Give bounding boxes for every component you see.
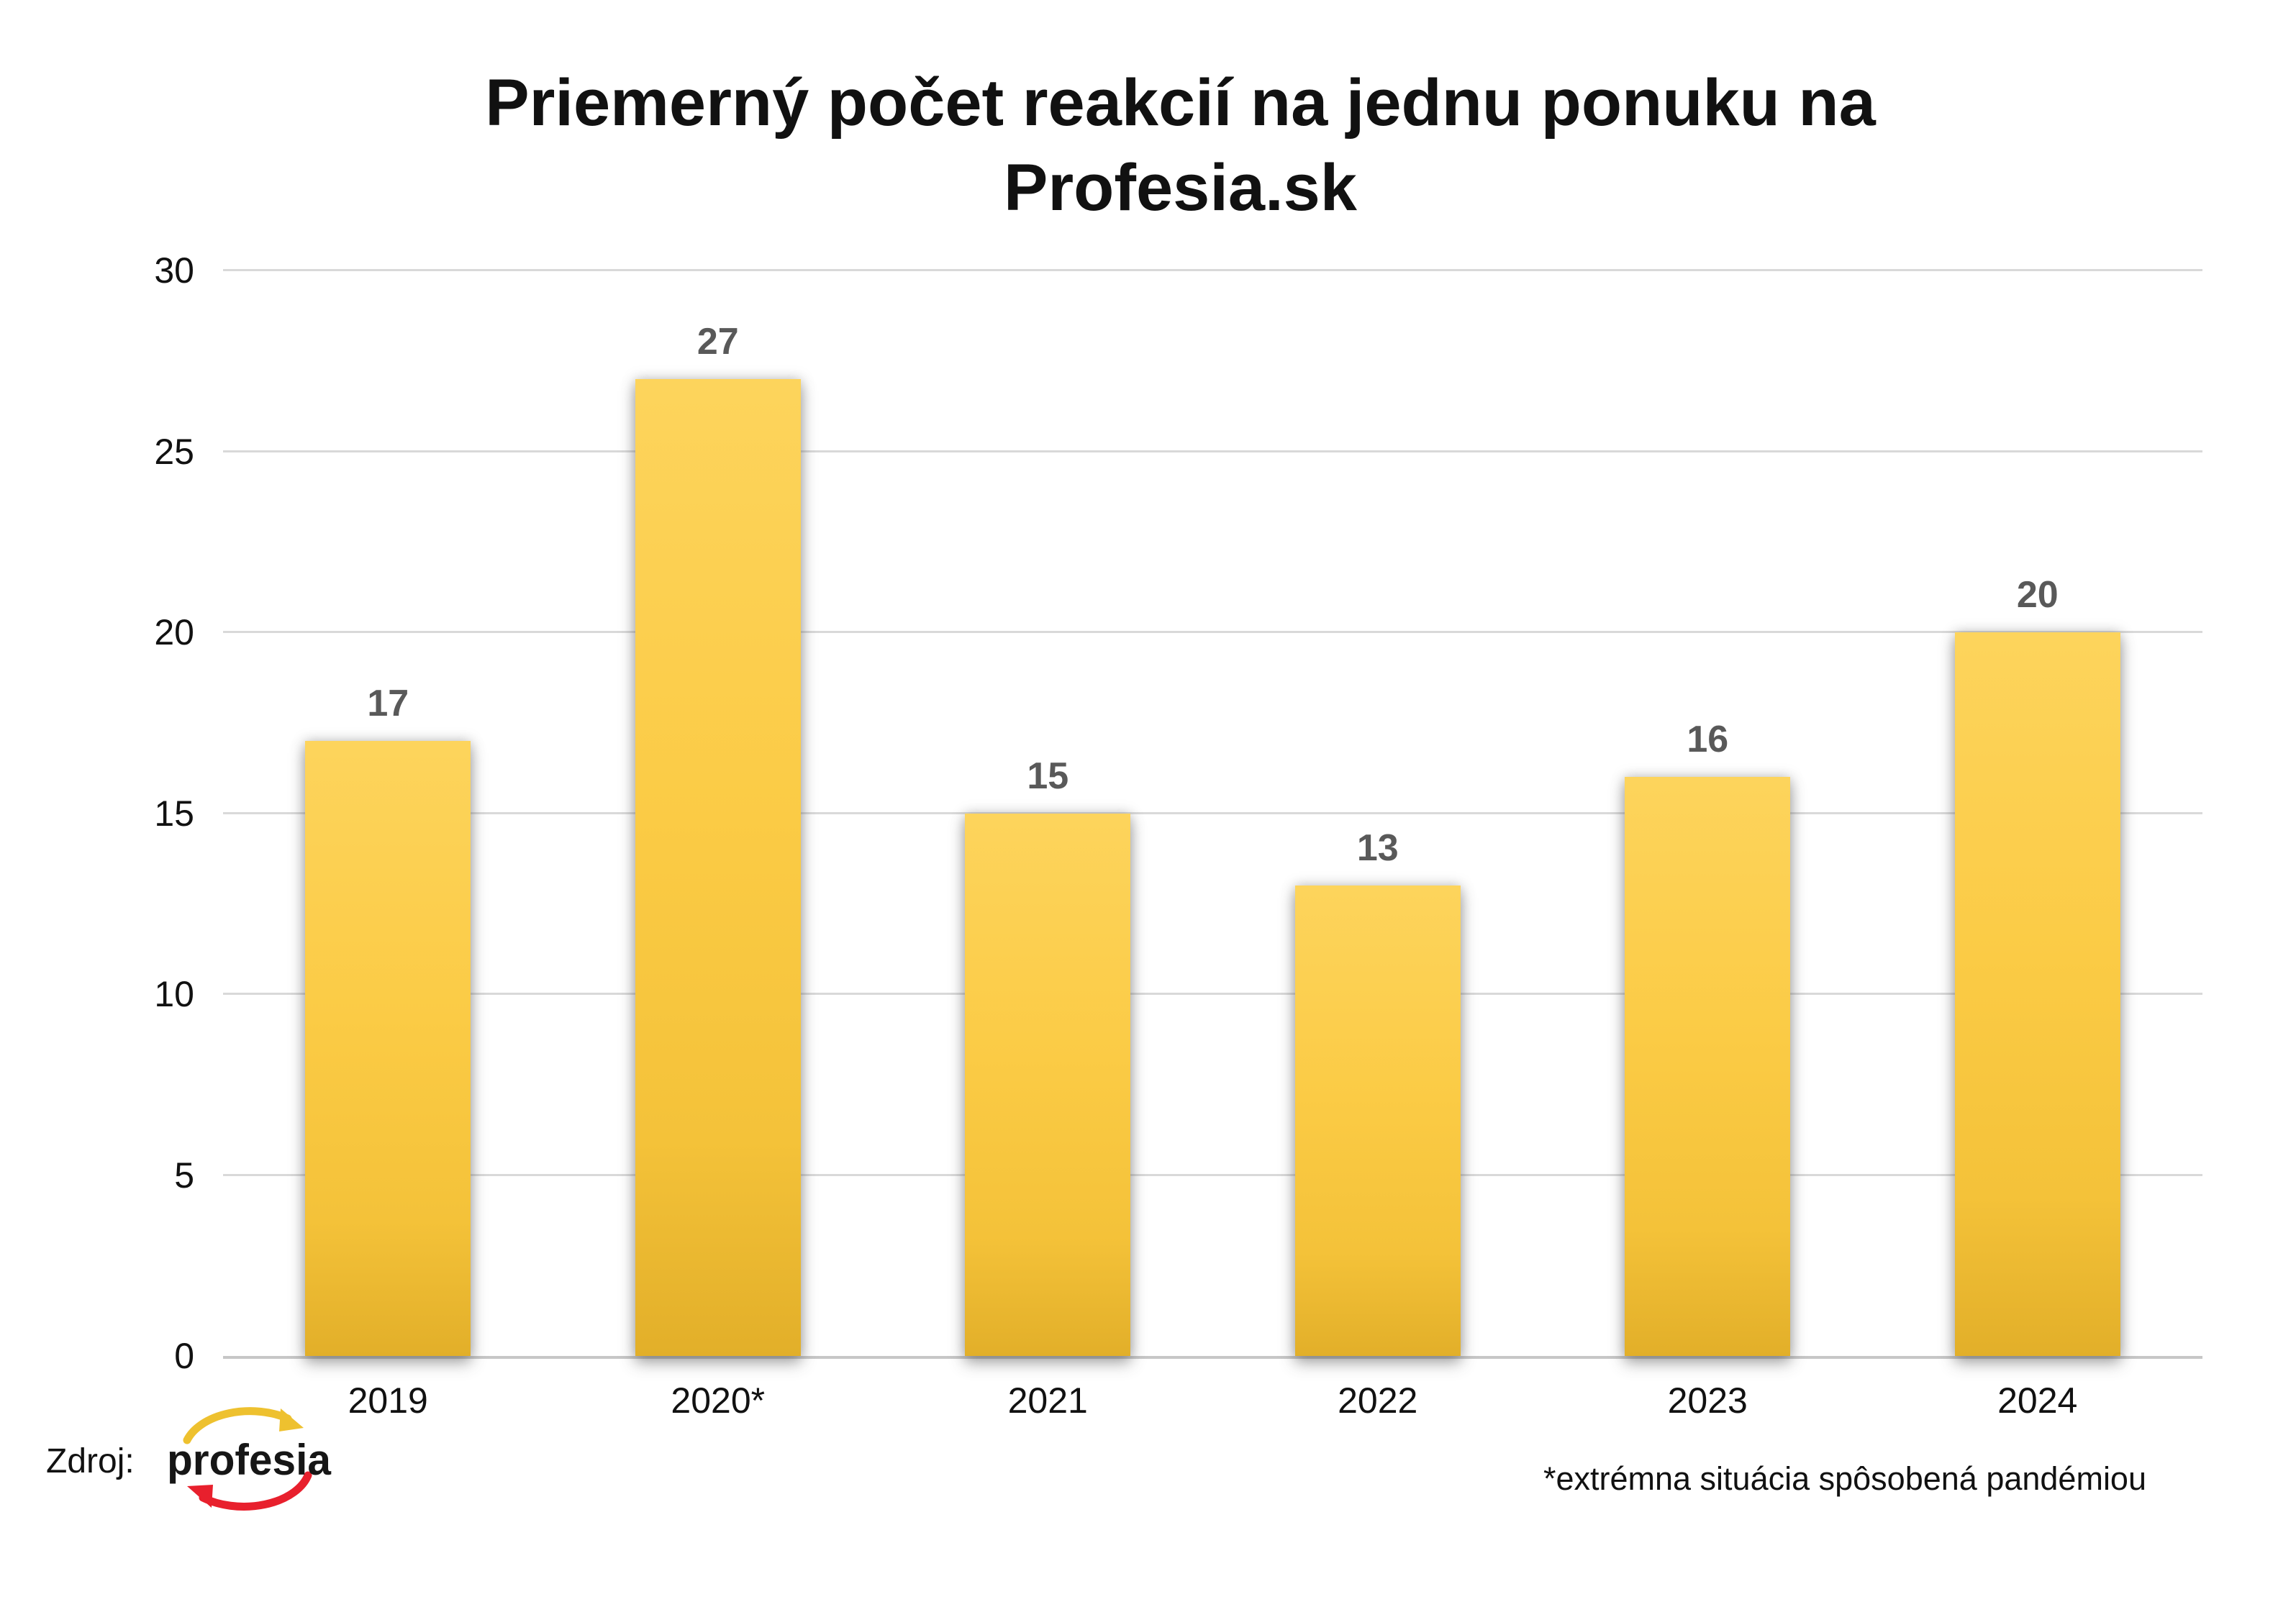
bar-2021 — [965, 813, 1131, 1356]
y-axis: 0 5 10 15 20 25 30 — [0, 252, 194, 1374]
bar-slot: 15 — [883, 270, 1213, 1356]
chart-title-line1: Priemerný počet reakcií na jednu ponuku … — [485, 66, 1876, 140]
chart-title: Priemerný počet reakcií na jednu ponuku … — [65, 60, 2296, 230]
logo-yellow-arrowhead-icon — [279, 1408, 304, 1431]
bar-value-label: 27 — [696, 320, 739, 363]
bar-value-label: 15 — [1027, 755, 1069, 797]
logo-yellow-arc-icon — [183, 1407, 292, 1444]
x-axis-label: 2024 — [1997, 1380, 2078, 1421]
bar-slot: 27 — [553, 270, 884, 1356]
y-axis-tick-label: 15 — [154, 793, 194, 834]
gridline — [223, 450, 2202, 452]
bar-slot: 17 — [223, 270, 553, 1356]
pandemic-footnote: *extrémna situácia spôsobená pandémiou — [1543, 1460, 2146, 1497]
y-axis-tick-label: 10 — [154, 974, 194, 1015]
logo-red-arc-icon — [199, 1471, 312, 1511]
x-axis-label: 2020* — [671, 1380, 766, 1421]
bar-value-label: 20 — [2016, 574, 2059, 616]
x-axis: 2019 2020* 2021 2022 2023 2024 — [223, 1379, 2202, 1429]
bar-slot: 13 — [1213, 270, 1543, 1356]
x-axis-label: 2021 — [1007, 1380, 1088, 1421]
gridline — [223, 811, 2202, 814]
y-axis-tick-label: 5 — [174, 1155, 194, 1196]
profesia-logo: profesia — [167, 1407, 332, 1511]
bar-2022 — [1294, 886, 1461, 1356]
logo-wordmark: profesia — [167, 1436, 332, 1484]
gridline — [223, 631, 2202, 634]
y-axis-tick-label: 30 — [154, 250, 194, 291]
gridline — [223, 269, 2202, 271]
plot-area: 17 27 15 13 16 20 — [223, 269, 2203, 1359]
chart-title-line2: Profesia.sk — [1004, 151, 1357, 224]
x-axis-label: 2022 — [1338, 1380, 1418, 1421]
source-label: Zdroj: — [46, 1442, 135, 1480]
x-axis-label: 2023 — [1667, 1380, 1748, 1421]
gridline — [223, 993, 2202, 996]
bar-slot: 20 — [1873, 270, 2203, 1356]
bar-2023 — [1625, 777, 1791, 1356]
y-axis-tick-label: 20 — [154, 612, 194, 653]
bar-2024 — [1954, 632, 2120, 1356]
y-axis-tick-label: 0 — [174, 1336, 194, 1376]
bar-value-label: 13 — [1356, 827, 1399, 870]
x-axis-label: 2019 — [348, 1380, 428, 1421]
bar-value-label: 16 — [1687, 719, 1729, 761]
bar-2020* — [635, 378, 801, 1356]
bar-value-label: 17 — [367, 682, 409, 724]
gridline — [223, 1173, 2202, 1176]
y-axis-tick-label: 25 — [154, 431, 194, 472]
bar-slot: 16 — [1543, 270, 1873, 1356]
x-axis-baseline — [223, 1356, 2202, 1359]
logo-red-arrowhead-icon — [187, 1485, 213, 1508]
bar-2019 — [305, 740, 471, 1356]
